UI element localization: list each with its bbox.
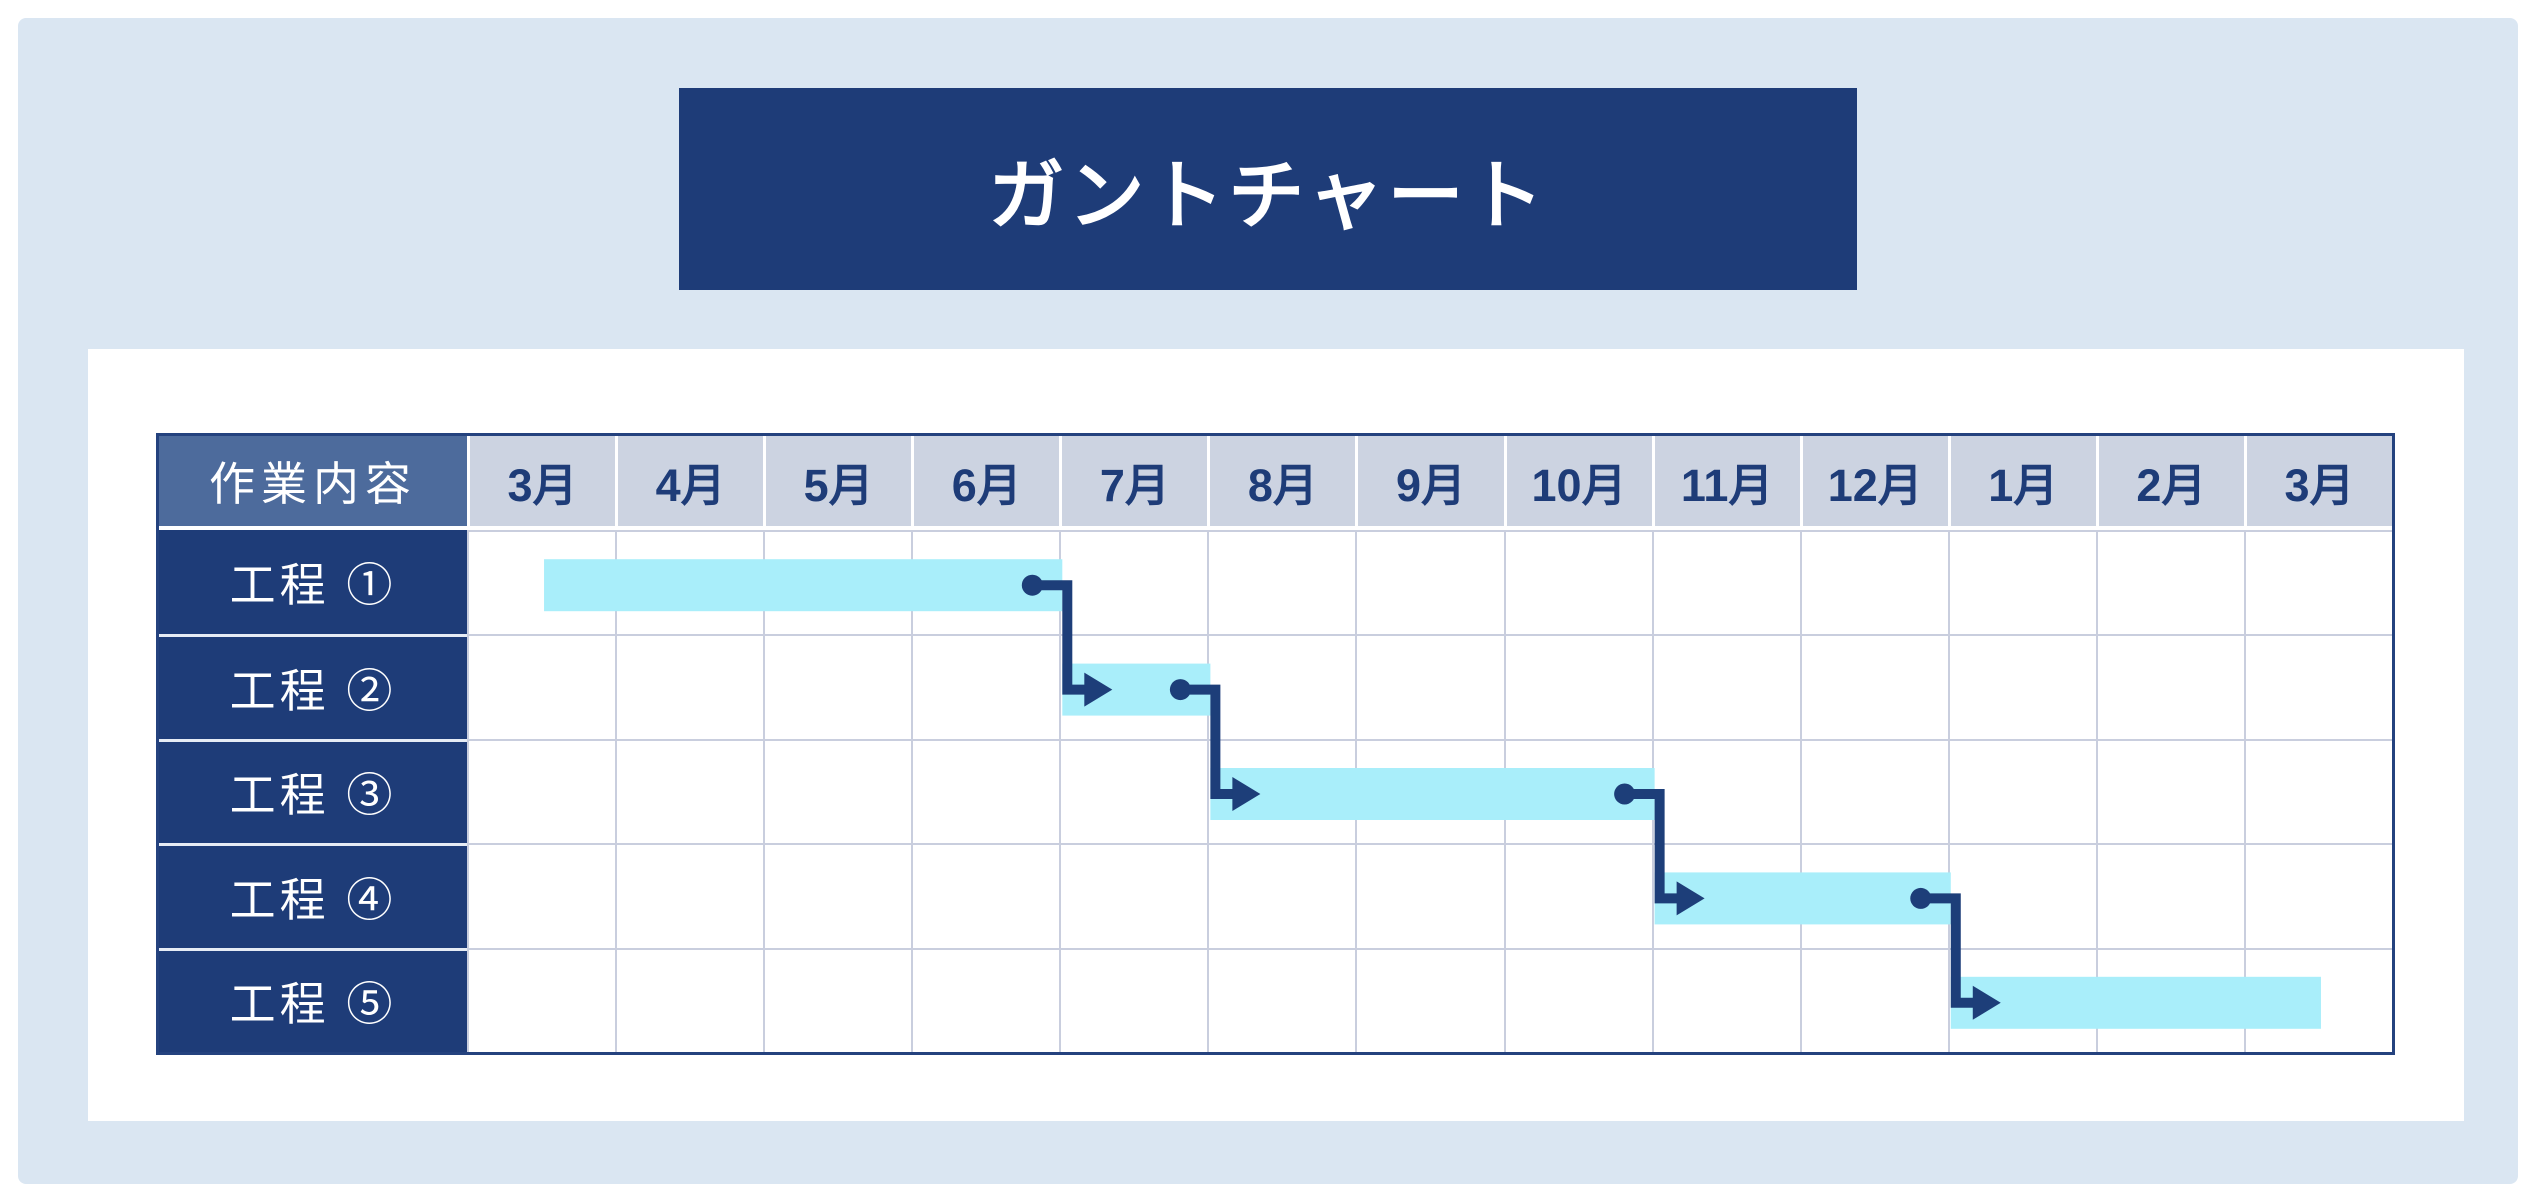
grid-cell: [1355, 843, 1504, 948]
column-header-month: 12月: [1799, 436, 1948, 530]
chart-card: 作業内容 3月 4月 5月 6月 7月 8月 9月 10月 11月 12月 1月 2月 3月 工程 ① 工程…: [88, 349, 2464, 1121]
column-header-month: 7月: [1059, 436, 1208, 530]
grid-cell: [467, 843, 616, 948]
column-header-month: 3月: [467, 436, 616, 530]
grid-cell: [911, 947, 1060, 1052]
grid-cell: [1207, 947, 1356, 1052]
grid-cell: [1207, 843, 1356, 948]
grid-cell: [2243, 947, 2392, 1052]
grid-cell: [1799, 947, 1948, 1052]
grid-cell: [2243, 843, 2392, 948]
column-header-month: 2月: [2095, 436, 2244, 530]
grid-cell: [467, 947, 616, 1052]
column-header-month: 9月: [1355, 436, 1504, 530]
grid-cell: [1651, 634, 1800, 739]
grid-cell: [1799, 634, 1948, 739]
grid-cell: [615, 530, 764, 635]
column-header-month: 1月: [1947, 436, 2096, 530]
row-label: 工程 ④: [159, 843, 467, 948]
grid-cell: [467, 634, 616, 739]
grid-cell: [911, 634, 1060, 739]
column-header-month: 5月: [763, 436, 912, 530]
grid-cell: [1651, 947, 1800, 1052]
grid-cell: [1947, 843, 2096, 948]
grid-cell: [1947, 634, 2096, 739]
grid-cell: [1355, 530, 1504, 635]
grid-cell: [615, 634, 764, 739]
grid-cell: [1503, 530, 1652, 635]
grid-cell: [1503, 738, 1652, 844]
gantt-table: 作業内容 3月 4月 5月 6月 7月 8月 9月 10月 11月 12月 1月 2月 3月 工程 ① 工程…: [156, 433, 2395, 1055]
column-header-month: 6月: [911, 436, 1060, 530]
column-header-month: 4月: [615, 436, 764, 530]
title-banner: ガントチャート: [679, 88, 1857, 290]
grid-cell: [2243, 530, 2392, 635]
grid-cell: [1503, 947, 1652, 1052]
row-label: 工程 ③: [159, 738, 467, 844]
row-label: 工程 ①: [159, 530, 467, 635]
grid-cell: [2095, 738, 2244, 844]
grid-cell: [1503, 843, 1652, 948]
grid-cell: [1799, 843, 1948, 948]
grid-cell: [1207, 738, 1356, 844]
grid-cell: [615, 947, 764, 1052]
grid-cell: [1651, 738, 1800, 844]
grid-cell: [1503, 634, 1652, 739]
grid-cell: [467, 738, 616, 844]
grid-cell: [1947, 530, 2096, 635]
grid-cell: [2095, 634, 2244, 739]
grid-cell: [1799, 738, 1948, 844]
column-header-task: 作業内容: [159, 436, 467, 530]
grid-cell: [1799, 530, 1948, 635]
grid-cell: [911, 738, 1060, 844]
row-label: 工程 ⑤: [159, 947, 467, 1052]
grid-cell: [763, 530, 912, 635]
grid-cell: [2095, 843, 2244, 948]
grid-cell: [1059, 947, 1208, 1052]
column-header-month: 10月: [1503, 436, 1652, 530]
column-header-month: 8月: [1207, 436, 1356, 530]
grid-cell: [763, 634, 912, 739]
grid-cell: [763, 843, 912, 948]
grid-cell: [1651, 530, 1800, 635]
grid-cell: [763, 738, 912, 844]
grid-cell: [467, 530, 616, 635]
page-title: ガントチャート: [988, 154, 1548, 239]
grid-cell: [763, 947, 912, 1052]
grid-cell: [615, 738, 764, 844]
grid-cell: [1947, 738, 2096, 844]
column-header-month: 11月: [1651, 436, 1800, 530]
grid-cell: [1355, 634, 1504, 739]
grid-cell: [1355, 738, 1504, 844]
grid-cell: [1059, 530, 1208, 635]
grid-cell: [2243, 634, 2392, 739]
grid-cell: [1207, 530, 1356, 635]
grid-cell: [911, 843, 1060, 948]
column-header-month: 3月: [2243, 436, 2392, 530]
gantt-grid: 作業内容 3月 4月 5月 6月 7月 8月 9月 10月 11月 12月 1月 2月 3月 工程 ① 工程…: [159, 436, 2392, 1052]
grid-cell: [1059, 634, 1208, 739]
grid-cell: [2095, 530, 2244, 635]
grid-cell: [615, 843, 764, 948]
grid-cell: [2243, 738, 2392, 844]
grid-cell: [1947, 947, 2096, 1052]
grid-cell: [1207, 634, 1356, 739]
grid-cell: [2095, 947, 2244, 1052]
grid-cell: [1355, 947, 1504, 1052]
grid-cell: [1059, 843, 1208, 948]
grid-cell: [1651, 843, 1800, 948]
grid-cell: [911, 530, 1060, 635]
grid-cell: [1059, 738, 1208, 844]
row-label: 工程 ②: [159, 634, 467, 739]
